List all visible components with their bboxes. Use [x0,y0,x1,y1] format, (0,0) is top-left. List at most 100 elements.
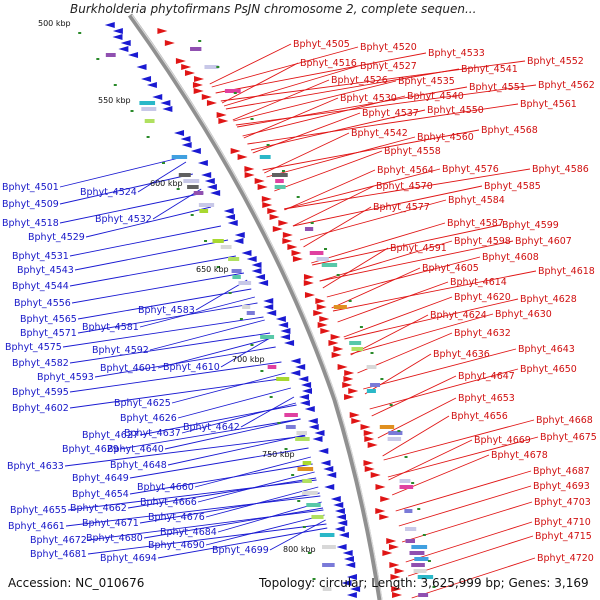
leader-line [59,192,204,224]
gene-label: Bphyt_4583 [138,305,195,316]
forward-gene-arrow [375,484,386,490]
reverse-gene-arrow [341,580,352,586]
tick-mark [427,560,431,562]
gene-label: Bphyt_4550 [427,105,484,116]
gene-label: Bphyt_4608 [482,252,539,263]
forward-gene-arrow [282,232,293,238]
forward-gene-arrow [181,64,192,70]
cog-box [212,239,224,243]
tick-mark [348,300,352,302]
reverse-gene-arrow [314,430,325,436]
cog-box [285,425,296,429]
tick-mark [277,422,281,424]
gene-label: Bphyt_4643 [518,344,575,355]
gene-label: Bphyt_4660 [137,482,194,493]
leader-line [127,477,317,509]
reverse-gene-arrow [343,556,354,562]
forward-gene-arrow [320,328,331,334]
leader-line [65,495,321,527]
leader-line [85,206,212,238]
cog-box [171,155,188,159]
gene-label: Bphyt_4533 [428,48,485,59]
gene-label: Bphyt_4614 [450,277,507,288]
reverse-gene-arrow [295,364,306,370]
leader-line [242,95,406,137]
leader-line [87,523,327,555]
reverse-gene-arrow [280,334,291,340]
gene-label: Bphyt_4693 [533,481,590,492]
topology-text: Topology: circular; Length: 3,625,999 bp… [258,576,589,590]
leader-line [398,485,532,527]
leader-line [69,255,236,287]
leader-line [387,436,539,478]
tick-mark [216,66,220,68]
leader-line [319,240,453,282]
reverse-gene-arrow [304,406,315,412]
cog-box [193,191,204,195]
gene-label: Bphyt_4655 [10,505,67,516]
gene-label: Bphyt_4671 [82,518,139,529]
reverse-gene-arrow [136,64,147,70]
reverse-gene-arrow [346,574,357,580]
gene-label: Bphyt_4537 [362,108,419,119]
reverse-gene-arrow [323,466,334,472]
leader-line [64,435,306,467]
gene-label: Bphyt_4669 [474,435,531,446]
reverse-gene-arrow [284,340,295,346]
gene-label: Bphyt_4561 [520,99,577,110]
leader-line [67,479,317,511]
forward-gene-arrow [333,346,344,352]
leader-line [331,267,421,309]
cog-box [274,185,286,189]
tick-mark [233,92,237,94]
reverse-gene-arrow [337,520,348,526]
gene-label: Bphyt_4530 [340,93,397,104]
gene-label: Bphyt_4633 [7,461,64,472]
tick-mark [260,370,264,372]
gene-label: Bphyt_4599 [502,220,559,231]
leader-line [171,372,286,404]
leader-line [250,109,426,151]
reverse-gene-arrow [334,526,345,532]
gene-label: Bphyt_4610 [163,362,220,373]
gene-label: Bphyt_4654 [72,489,129,500]
leader-line [262,129,480,171]
gene-label: Bphyt_4647 [458,371,515,382]
leader-line [350,313,494,355]
tick-mark [302,526,306,528]
cog-box [414,557,429,561]
cog-box [333,305,347,309]
reverse-gene-arrow [181,142,192,148]
gene-label: Bphyt_4591 [390,243,447,254]
cog-box [405,527,417,531]
leader-line [283,168,441,210]
cog-box [302,479,312,483]
kbp-label: 500 kbp [38,19,71,28]
gene-label: Bphyt_4556 [14,298,71,309]
tick-mark [161,162,165,164]
cog-box [238,281,252,285]
leader-line [139,492,320,524]
gene-label: Bphyt_4527 [360,61,417,72]
tick-mark [297,500,301,502]
forward-gene-arrow [269,214,280,220]
reverse-gene-arrow [336,544,347,550]
forward-gene-arrow [230,148,241,154]
leader-line [395,470,532,512]
reverse-gene-arrow [174,130,185,136]
gene-label: Bphyt_4516 [300,58,357,69]
leader-line [94,346,276,378]
cog-box [316,257,329,261]
leader-line [408,535,534,577]
gene-label: Bphyt_4656 [451,411,508,422]
reverse-gene-arrow [298,376,309,382]
gene-label: Bphyt_4535 [398,76,455,87]
cog-box [321,263,338,267]
backbone-arc-highlight [131,14,383,600]
leader-line [220,60,526,102]
cog-box [199,209,209,213]
reverse-gene-arrow [290,358,301,364]
tick-mark [336,274,340,276]
forward-gene-arrow [363,460,374,466]
leader-line [139,296,255,328]
